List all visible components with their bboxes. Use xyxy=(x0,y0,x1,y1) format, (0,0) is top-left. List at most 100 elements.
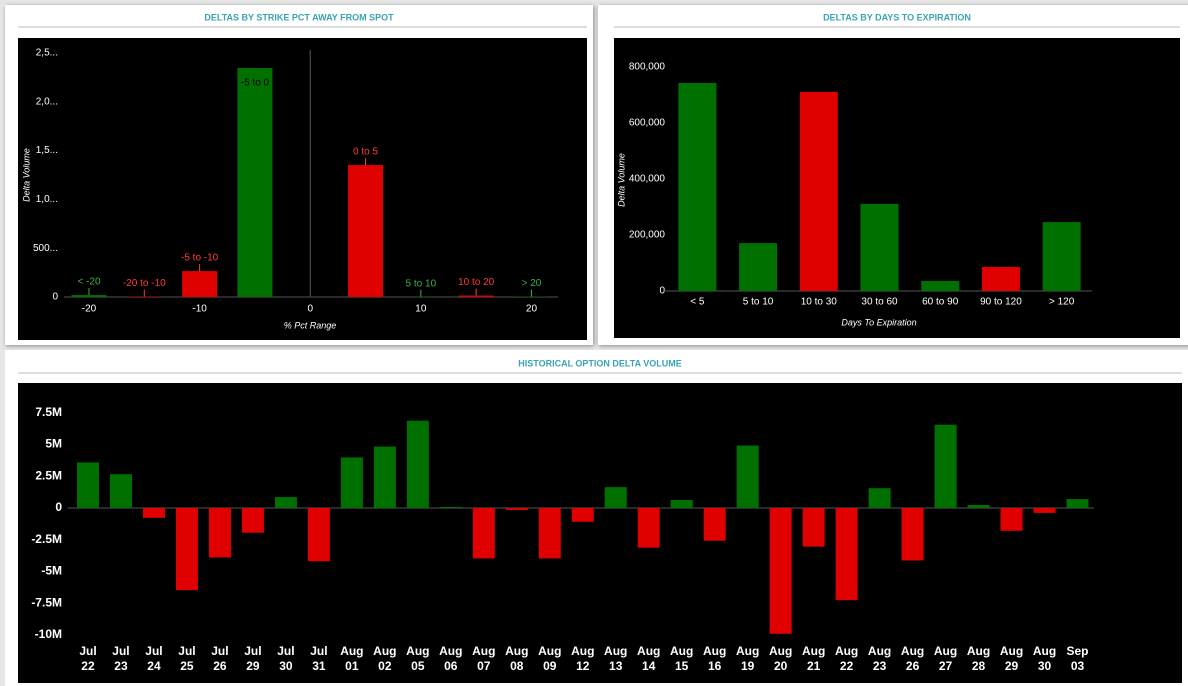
y-axis-label: Delta Volume xyxy=(616,153,626,207)
y-tick-label: 5M xyxy=(45,437,62,451)
bar xyxy=(736,445,759,508)
y-tick-label: 800,000 xyxy=(629,62,666,73)
bar-label: > 20 xyxy=(522,278,542,289)
x-axis-label: Days To Expiration xyxy=(841,317,916,327)
bar xyxy=(76,462,99,508)
bar xyxy=(109,474,132,508)
x-tick-label: Aug 27 xyxy=(933,644,958,673)
x-tick-label: 0 xyxy=(307,304,313,315)
x-tick-label: Aug 09 xyxy=(538,644,562,673)
x-tick-label: Jul 24 xyxy=(145,644,163,673)
y-tick-label: 500... xyxy=(33,243,58,254)
bar xyxy=(439,506,462,508)
bar xyxy=(571,507,594,522)
bar xyxy=(860,203,899,291)
bar xyxy=(373,446,396,508)
x-tick-label: Aug 13 xyxy=(604,644,628,673)
x-tick-label: Aug 01 xyxy=(340,644,364,673)
x-axis-label: % Pct Range xyxy=(284,320,337,330)
x-tick-label: Aug 19 xyxy=(735,644,760,673)
x-tick-label: Jul 26 xyxy=(211,644,229,673)
bar xyxy=(458,295,494,297)
bar xyxy=(307,507,330,562)
x-tick-label: Jul 30 xyxy=(277,644,295,673)
bar xyxy=(175,507,198,591)
x-tick-label: 60 to 90 xyxy=(922,297,959,308)
x-tick-label: -10 xyxy=(192,304,207,315)
bar xyxy=(1033,507,1056,513)
x-tick-label: Aug 12 xyxy=(571,644,595,673)
x-tick-label: Aug 21 xyxy=(801,644,826,673)
y-tick-label: 2,0... xyxy=(36,96,58,107)
y-tick-label: 1,5... xyxy=(36,145,58,156)
x-tick-label: < 5 xyxy=(690,297,705,308)
x-tick-label: Aug 22 xyxy=(834,644,859,673)
bar xyxy=(981,266,1020,291)
bar-label: -5 to -10 xyxy=(181,253,219,264)
x-tick-label: Aug 26 xyxy=(900,644,925,673)
y-tick-label: -5M xyxy=(41,564,62,578)
y-tick-label: 2,5... xyxy=(36,48,58,59)
y-tick-label: -7.5M xyxy=(31,595,62,609)
y-tick-label: 400,000 xyxy=(629,174,666,185)
bar xyxy=(799,91,838,291)
bar-label: 5 to 10 xyxy=(406,278,437,289)
x-tick-label: -20 xyxy=(82,304,97,315)
bar xyxy=(835,507,858,601)
x-tick-label: Aug 16 xyxy=(703,644,727,673)
x-tick-label: Jul 23 xyxy=(112,644,130,673)
y-tick-label: 2.5M xyxy=(35,468,62,482)
x-tick-label: 10 to 30 xyxy=(801,297,838,308)
y-tick-label: 1,0... xyxy=(36,194,58,205)
chart-title: DELTAS BY STRIKE PCT AWAY FROM SPOT xyxy=(204,12,394,22)
bar xyxy=(637,507,660,548)
x-tick-label: Aug 06 xyxy=(439,644,463,673)
bar xyxy=(241,507,264,533)
bar xyxy=(274,497,297,508)
y-tick-label: -10M xyxy=(35,627,62,641)
bar xyxy=(472,507,495,559)
y-tick-label: 0 xyxy=(659,286,665,297)
x-tick-label: Jul 25 xyxy=(178,644,196,673)
bar xyxy=(703,507,726,541)
bar xyxy=(769,507,792,634)
y-tick-label: 200,000 xyxy=(629,230,666,241)
x-tick-label: Aug 05 xyxy=(406,644,430,673)
bar xyxy=(142,507,165,518)
bar xyxy=(237,68,273,298)
x-tick-label: Aug 14 xyxy=(637,644,661,673)
y-tick-label: 600,000 xyxy=(629,118,666,129)
bar xyxy=(348,165,384,297)
bar xyxy=(1066,499,1089,508)
x-tick-label: Aug 28 xyxy=(966,644,991,673)
bar xyxy=(505,507,528,510)
bar xyxy=(406,420,429,508)
bar xyxy=(208,507,231,558)
x-tick-label: Aug 08 xyxy=(505,644,529,673)
x-tick-label: Aug 20 xyxy=(768,644,793,673)
plot-bg xyxy=(18,38,587,340)
bar xyxy=(538,507,561,559)
bar xyxy=(901,507,924,561)
y-tick-label: 0 xyxy=(52,292,58,303)
bar xyxy=(340,457,363,508)
x-tick-label: Aug 30 xyxy=(1032,644,1057,673)
bar xyxy=(1000,507,1023,531)
bar-label: -20 to -10 xyxy=(123,278,166,289)
x-tick-label: Aug 23 xyxy=(867,644,892,673)
y-tick-label: -2.5M xyxy=(31,532,62,546)
x-tick-label: 10 xyxy=(415,304,427,315)
x-tick-label: Aug 07 xyxy=(472,644,496,673)
x-tick-label: Sep 03 xyxy=(1066,644,1089,673)
bar-label: < -20 xyxy=(77,277,101,288)
y-tick-label: 7.5M xyxy=(35,405,62,419)
chart-title: HISTORICAL OPTION DELTA VOLUME xyxy=(518,358,682,368)
bar xyxy=(967,505,990,508)
x-tick-label: Aug 15 xyxy=(670,644,694,673)
x-tick-label: Jul 22 xyxy=(79,644,97,673)
x-tick-label: 20 xyxy=(526,304,538,315)
bar-label: 10 to 20 xyxy=(458,277,495,288)
x-tick-label: 30 to 60 xyxy=(861,297,898,308)
